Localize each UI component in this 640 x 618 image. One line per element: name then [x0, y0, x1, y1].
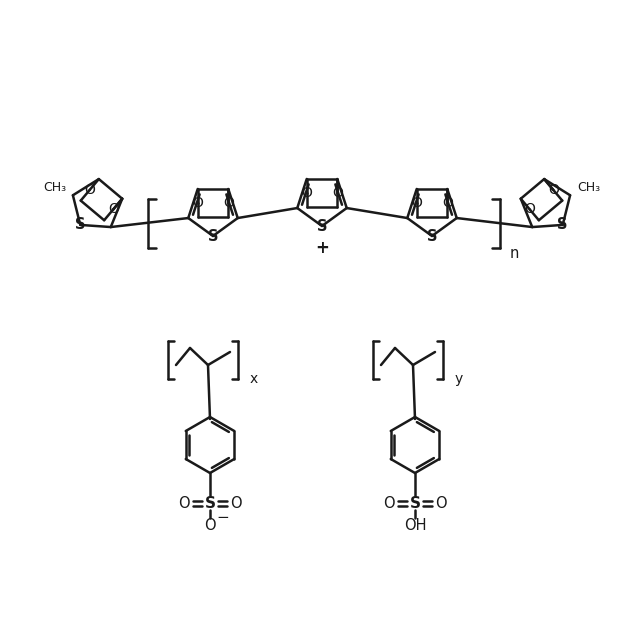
Text: S: S: [205, 496, 216, 510]
Text: OH: OH: [404, 517, 426, 533]
Text: S: S: [317, 219, 327, 234]
Text: O: O: [84, 183, 95, 197]
Text: O: O: [301, 186, 312, 200]
Text: O: O: [108, 203, 118, 216]
Text: x: x: [250, 372, 259, 386]
Text: O: O: [442, 196, 452, 210]
Text: CH₃: CH₃: [577, 181, 600, 194]
Text: S: S: [427, 229, 437, 243]
Text: O: O: [548, 183, 559, 197]
Text: O: O: [192, 196, 203, 210]
Text: S: S: [75, 218, 86, 232]
Text: O: O: [332, 186, 342, 200]
Text: S: S: [410, 496, 420, 510]
Text: y: y: [455, 372, 463, 386]
Text: n: n: [510, 245, 520, 261]
Text: O: O: [412, 196, 422, 210]
Text: O: O: [223, 196, 234, 210]
Text: +: +: [315, 239, 329, 257]
Text: −: −: [216, 510, 229, 525]
Text: O: O: [524, 203, 535, 216]
Text: O: O: [178, 496, 190, 510]
Text: S: S: [557, 218, 568, 232]
Text: S: S: [208, 229, 218, 243]
Text: O: O: [230, 496, 242, 510]
Text: O: O: [383, 496, 395, 510]
Text: O: O: [435, 496, 447, 510]
Text: CH₃: CH₃: [43, 181, 66, 194]
Text: O: O: [204, 517, 216, 533]
